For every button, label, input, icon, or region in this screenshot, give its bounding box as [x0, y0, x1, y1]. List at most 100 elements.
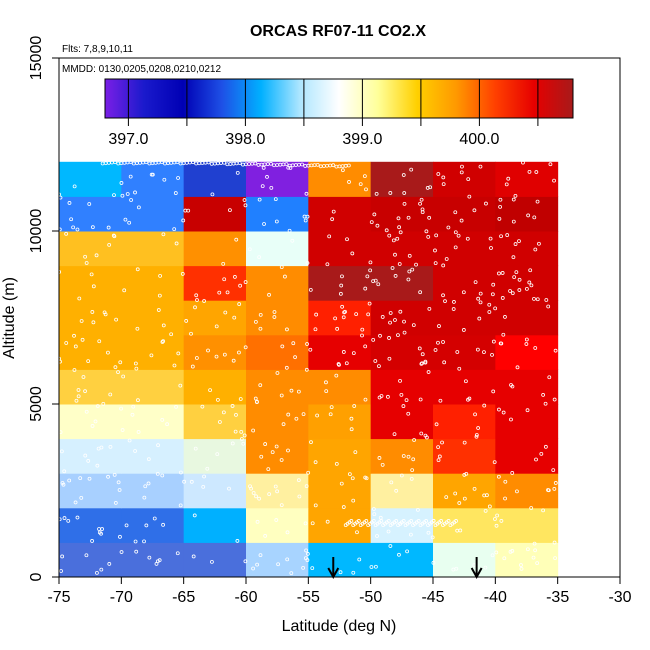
sample-point — [123, 217, 128, 222]
heatmap-cell — [433, 334, 496, 370]
heatmap-cell — [308, 507, 372, 543]
sample-point — [146, 457, 151, 462]
sample-point — [87, 476, 92, 481]
sample-point — [431, 519, 436, 523]
sample-point — [61, 482, 66, 487]
sample-point — [255, 562, 260, 567]
heatmap-cell — [370, 300, 434, 336]
sample-point — [158, 273, 163, 278]
sample-point — [149, 172, 154, 177]
heatmap-cell — [495, 161, 559, 197]
sample-point — [279, 265, 284, 270]
sample-point — [260, 184, 265, 189]
sample-point — [514, 270, 519, 275]
heatmap-cell — [183, 542, 247, 578]
sample-point — [441, 175, 446, 180]
sample-point — [59, 449, 64, 454]
sample-point — [363, 286, 368, 291]
sample-point — [79, 319, 84, 323]
sample-point — [337, 362, 341, 367]
sample-point — [408, 532, 413, 537]
sample-point — [239, 429, 244, 434]
sample-point — [281, 422, 286, 427]
heatmap-cell — [183, 507, 247, 543]
sample-point — [112, 193, 116, 198]
sample-point — [386, 519, 391, 523]
sample-point — [181, 218, 186, 223]
sample-point — [215, 452, 220, 457]
sample-point — [313, 460, 318, 465]
sample-point — [69, 217, 74, 222]
colorbar-gradient — [104, 78, 574, 119]
sample-point — [411, 323, 416, 328]
sample-point — [179, 470, 183, 475]
sample-point — [96, 446, 101, 451]
sample-point — [57, 227, 62, 232]
sample-point — [193, 446, 198, 451]
sample-point — [424, 435, 429, 440]
sample-point — [483, 565, 488, 570]
sample-point — [362, 174, 367, 179]
sample-point — [251, 491, 256, 495]
sample-point — [301, 565, 306, 570]
sample-point — [156, 443, 160, 448]
sample-point — [397, 262, 402, 266]
sample-point — [488, 236, 493, 241]
sample-point — [437, 324, 441, 328]
sample-point — [99, 531, 103, 536]
sample-point — [487, 504, 492, 509]
sample-point — [407, 269, 412, 274]
sample-point — [374, 564, 378, 569]
sample-point — [515, 365, 520, 370]
sample-point — [225, 290, 230, 295]
sample-point — [72, 368, 77, 372]
heatmap-cell — [59, 404, 122, 440]
heatmap-cell — [433, 265, 496, 301]
sample-point — [388, 311, 393, 315]
sample-point — [160, 473, 165, 478]
sample-point — [263, 534, 268, 538]
sample-point — [334, 462, 339, 466]
sample-point — [490, 553, 495, 558]
sample-point — [308, 287, 313, 292]
sample-point — [436, 445, 441, 450]
sample-point — [396, 333, 400, 338]
sample-point — [284, 365, 289, 370]
sample-point — [191, 160, 195, 165]
sample-point — [160, 417, 165, 422]
sample-point — [134, 549, 139, 554]
arrow-markers — [327, 557, 483, 580]
sample-point — [412, 438, 417, 442]
sample-point — [161, 522, 165, 527]
sample-point — [297, 494, 302, 499]
sample-point — [502, 556, 507, 561]
sample-point — [313, 327, 318, 332]
sample-point — [384, 228, 389, 233]
sample-point — [223, 310, 228, 315]
sample-point — [94, 253, 99, 258]
sample-point — [182, 479, 187, 484]
sample-point — [419, 361, 424, 366]
sample-point — [464, 379, 468, 384]
sample-point — [498, 197, 503, 202]
sample-point — [186, 208, 191, 213]
arrow-head — [327, 567, 340, 580]
sample-point — [190, 364, 195, 369]
sample-point — [478, 164, 483, 169]
sample-point — [287, 228, 292, 233]
sample-point — [397, 225, 402, 230]
heatmap-cell — [59, 334, 122, 370]
heatmap-cell — [183, 161, 247, 197]
sample-point — [402, 201, 407, 206]
sample-point — [492, 460, 497, 465]
sample-point — [533, 247, 538, 252]
sample-point — [90, 310, 95, 314]
sample-point — [286, 448, 290, 453]
sample-point — [505, 233, 510, 237]
sample-point — [233, 275, 237, 279]
sample-point — [262, 222, 266, 226]
sample-point — [409, 519, 414, 523]
sample-point — [482, 403, 487, 408]
sample-point — [249, 486, 253, 491]
